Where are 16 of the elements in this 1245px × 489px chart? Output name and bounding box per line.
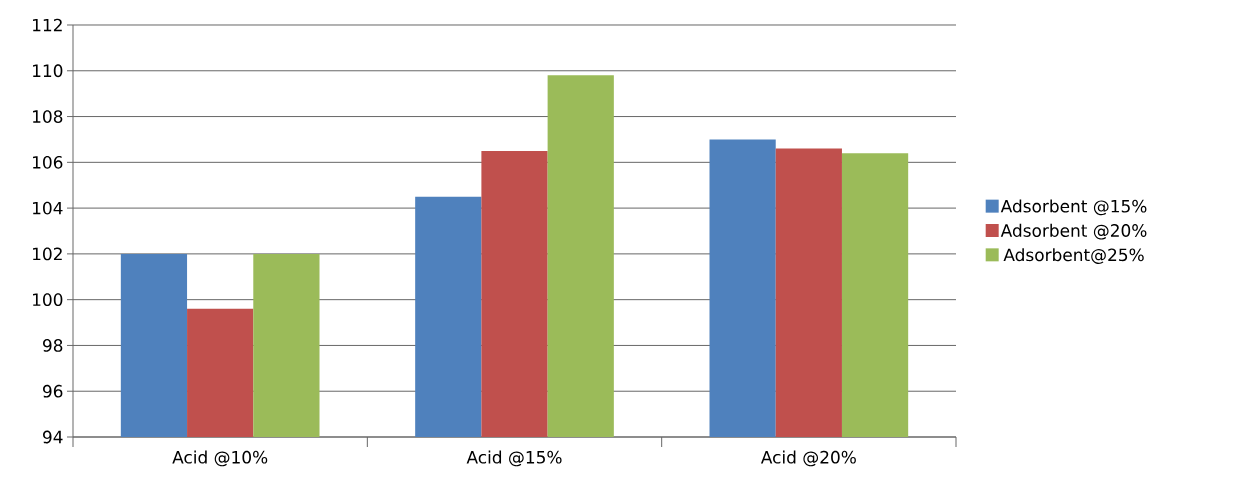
y-tick-label: 100 bbox=[33, 293, 63, 307]
y-tick-label: 94 bbox=[42, 430, 63, 444]
legend-label: Adsorbent @20% bbox=[1000, 223, 1147, 240]
legend-label: Adsorbent @15% bbox=[1000, 199, 1147, 216]
y-tick-label: 106 bbox=[33, 155, 63, 169]
y-tick-label: 112 bbox=[33, 18, 62, 32]
y-tick-label: 96 bbox=[42, 384, 63, 398]
y-tick-label: 102 bbox=[33, 247, 62, 261]
x-tick-label: Acid @15% bbox=[466, 450, 562, 467]
x-tick-label: Acid @20% bbox=[760, 450, 856, 467]
y-tick-label: 98 bbox=[42, 339, 63, 352]
y-tick-label: 104 bbox=[33, 201, 63, 215]
legend-label: Adsorbent@25% bbox=[1003, 248, 1144, 264]
x-tick-label: Acid @10% bbox=[172, 450, 268, 467]
y-tick-label: 108 bbox=[33, 110, 63, 123]
y-tick-label: 110 bbox=[33, 64, 63, 78]
